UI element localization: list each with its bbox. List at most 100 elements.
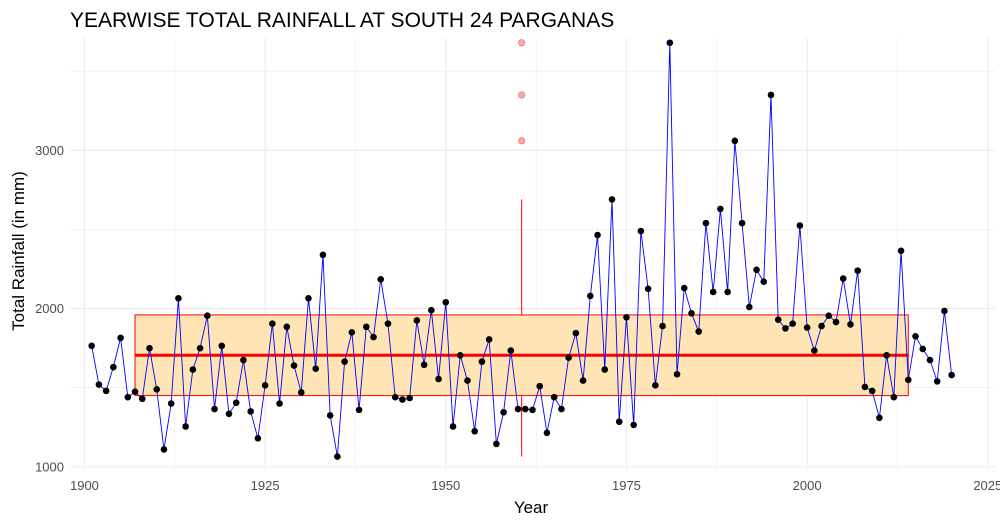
y-tick-label: 1000	[35, 459, 64, 474]
data-point	[941, 307, 948, 315]
data-point	[615, 418, 623, 426]
y-tick-label: 2000	[35, 301, 64, 316]
data-point	[471, 427, 478, 435]
x-tick-label: 1975	[612, 478, 641, 493]
x-tick-label: 2000	[793, 478, 822, 493]
data-point	[326, 412, 334, 419]
data-point	[688, 310, 695, 317]
data-point	[442, 298, 450, 306]
data-point	[637, 227, 645, 235]
x-tick-label: 1950	[431, 478, 460, 493]
data-point	[521, 405, 529, 413]
data-point	[876, 414, 883, 422]
data-point	[297, 389, 305, 396]
data-point	[290, 362, 298, 369]
data-point	[261, 382, 269, 389]
data-point	[811, 347, 818, 354]
data-point	[933, 378, 941, 385]
data-point	[117, 334, 124, 342]
data-point	[102, 387, 110, 395]
data-point	[912, 332, 919, 340]
data-point	[529, 406, 536, 414]
data-point	[847, 321, 854, 328]
data-point	[319, 251, 327, 259]
data-point	[680, 284, 688, 292]
data-point	[608, 196, 616, 203]
data-point	[384, 320, 392, 327]
data-point	[919, 345, 927, 353]
data-point	[514, 405, 522, 413]
data-point	[189, 366, 197, 373]
data-point	[348, 329, 356, 336]
data-point	[456, 351, 464, 359]
y-tick-label: 3000	[35, 143, 64, 158]
data-point	[449, 423, 457, 430]
data-point	[225, 410, 233, 418]
data-point	[428, 306, 435, 314]
data-point	[868, 387, 876, 395]
data-point	[565, 354, 572, 361]
data-point	[724, 288, 731, 296]
x-tick-label: 1900	[70, 478, 99, 493]
data-point	[818, 322, 825, 330]
data-point	[406, 394, 413, 402]
data-point	[420, 361, 428, 369]
x-axis-title: Year	[514, 498, 549, 517]
data-point	[760, 278, 768, 285]
data-point	[890, 393, 898, 401]
data-point	[601, 366, 609, 373]
data-point	[652, 382, 659, 389]
data-point	[276, 400, 283, 407]
x-tick-label: 2025	[973, 478, 1000, 493]
data-point	[240, 356, 247, 364]
data-point	[153, 385, 161, 393]
data-point	[232, 399, 240, 407]
data-point	[413, 317, 421, 324]
data-point	[305, 295, 312, 302]
data-point	[623, 313, 630, 321]
data-point	[218, 342, 226, 350]
data-point	[803, 324, 811, 331]
data-point	[543, 429, 551, 437]
data-point	[464, 377, 471, 384]
data-point	[753, 266, 760, 274]
data-point	[175, 295, 182, 302]
data-point	[341, 358, 348, 365]
data-point	[774, 316, 782, 323]
data-point	[95, 381, 103, 388]
data-point	[131, 388, 139, 395]
y-axis-ticks: 1000 2000 3000	[35, 143, 64, 474]
x-tick-label: 1925	[251, 478, 280, 493]
data-point	[211, 405, 218, 413]
data-point	[550, 393, 558, 401]
data-point	[435, 375, 442, 383]
x-axis-ticks: 1900 1925 1950 1975 2000 2025	[70, 478, 1000, 493]
data-point	[948, 371, 955, 379]
data-point	[796, 222, 804, 229]
data-point	[659, 322, 666, 330]
data-point	[485, 336, 493, 343]
data-point	[558, 405, 565, 413]
data-point	[88, 342, 95, 350]
data-point	[254, 435, 262, 442]
data-point	[283, 323, 291, 331]
data-point	[269, 320, 276, 327]
gridlines	[70, 38, 995, 470]
data-point	[897, 247, 905, 255]
data-point	[160, 446, 168, 453]
data-point	[782, 325, 789, 332]
data-point	[789, 320, 796, 327]
data-point	[500, 408, 507, 416]
data-point	[767, 91, 775, 99]
data-point	[377, 276, 385, 283]
data-point	[182, 423, 189, 430]
data-point	[673, 370, 681, 378]
data-point	[334, 453, 341, 460]
series-points	[88, 39, 955, 460]
data-point	[478, 358, 486, 365]
data-point	[146, 344, 153, 352]
data-point	[832, 318, 840, 326]
data-point	[247, 408, 254, 415]
